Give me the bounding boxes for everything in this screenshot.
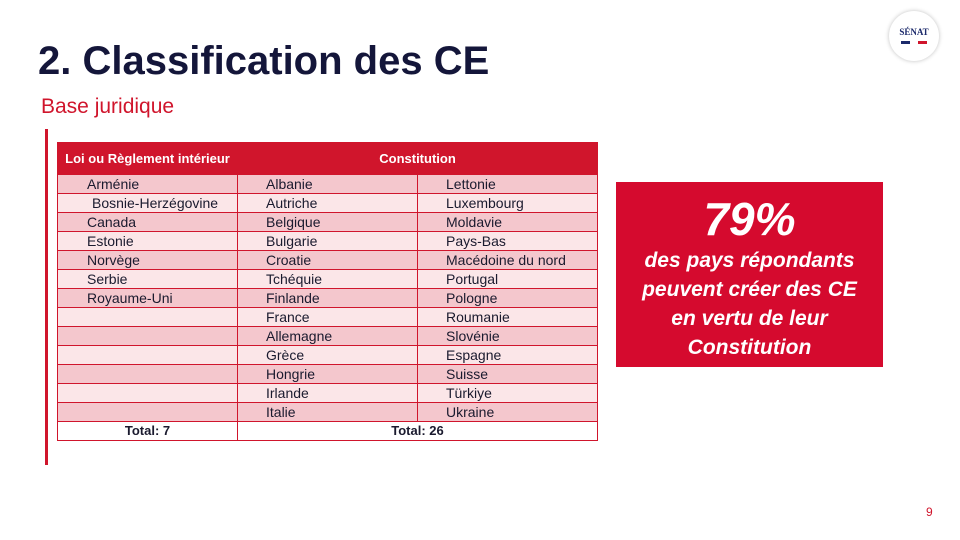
table-row: Irlande Türkiye (57, 383, 599, 403)
cell-constitution-country: Ukraine (416, 402, 599, 422)
stat-percent: 79% (703, 193, 796, 245)
table-body: Arménie Albanie Lettonie Bosnie-Herzégovine… (57, 174, 599, 422)
table-row: Estonie Bulgarie Pays-Bas (57, 231, 599, 251)
cell-law-country: Estonie (57, 231, 238, 251)
cell-constitution-country: Roumanie (416, 307, 599, 327)
cell-law-country (57, 326, 238, 346)
cell-law-country (57, 383, 238, 403)
cell-law-country: Royaume-Uni (57, 288, 238, 308)
cell-constitution-country: Moldavie (416, 212, 599, 232)
table-row: France Roumanie (57, 307, 599, 327)
tricolor-ribbon-icon (901, 41, 927, 44)
cell-constitution-country: France (237, 307, 418, 327)
slide-title: 2. Classification des CE (38, 39, 490, 83)
logo-text: SÉNAT (899, 27, 929, 37)
cell-law-country (57, 307, 238, 327)
stat-line-1: des pays répondants (644, 249, 855, 272)
cell-constitution-country: Allemagne (237, 326, 418, 346)
cell-constitution-country: Lettonie (416, 174, 599, 194)
accent-bar (45, 129, 48, 465)
stat-line-2: peuvent créer des CE (642, 278, 857, 301)
table-row: Serbie Tchéquie Portugal (57, 269, 599, 289)
cell-constitution-country: Espagne (416, 345, 599, 365)
table-row: Canada Belgique Moldavie (57, 212, 599, 232)
slide-subtitle: Base juridique (41, 95, 175, 118)
cell-constitution-country: Pologne (416, 288, 599, 308)
cell-constitution-country: Hongrie (237, 364, 418, 384)
table-row: Hongrie Suisse (57, 364, 599, 384)
cell-constitution-country: Suisse (416, 364, 599, 384)
cell-constitution-country: Autriche (237, 193, 418, 213)
cell-law-country: Bosnie-Herzégovine (57, 193, 238, 213)
stat-callout: 79% des pays répondants peuvent créer de… (616, 182, 883, 367)
cell-law-country: Serbie (57, 269, 238, 289)
classification-table: Loi ou Règlement intérieur Constitution … (57, 142, 599, 441)
stat-line-4: Constitution (687, 336, 812, 359)
table-row: Arménie Albanie Lettonie (57, 174, 599, 194)
total-law: Total: 7 (57, 421, 238, 441)
cell-law-country (57, 364, 238, 384)
cell-constitution-country: Tchéquie (237, 269, 418, 289)
senat-logo: SÉNAT (889, 11, 939, 61)
cell-constitution-country: Grèce (237, 345, 418, 365)
stat-line-3: en vertu de leur (671, 307, 828, 330)
stat-description: des pays répondants peuvent créer des CE… (616, 246, 883, 362)
cell-constitution-country: Belgique (237, 212, 418, 232)
total-row: Total: 7 Total: 26 (57, 421, 599, 441)
cell-constitution-country: Portugal (416, 269, 599, 289)
table-row: Norvège Croatie Macédoine du nord (57, 250, 599, 270)
cell-constitution-country: Türkiye (416, 383, 599, 403)
cell-law-country: Arménie (57, 174, 238, 194)
table-row: Grèce Espagne (57, 345, 599, 365)
header-law-or-rules: Loi ou Règlement intérieur (57, 142, 238, 175)
cell-constitution-country: Bulgarie (237, 231, 418, 251)
cell-constitution-country: Croatie (237, 250, 418, 270)
header-constitution: Constitution (236, 142, 599, 175)
table-row: Allemagne Slovénie (57, 326, 599, 346)
cell-constitution-country: Albanie (237, 174, 418, 194)
cell-constitution-country: Irlande (237, 383, 418, 403)
cell-constitution-country: Pays-Bas (416, 231, 599, 251)
cell-law-country (57, 345, 238, 365)
cell-law-country: Norvège (57, 250, 238, 270)
table-row: Royaume-Uni Finlande Pologne (57, 288, 599, 308)
cell-constitution-country: Macédoine du nord (416, 250, 599, 270)
table-row: Bosnie-Herzégovine Autriche Luxembourg (57, 193, 599, 213)
page-number: 9 (926, 505, 933, 519)
cell-constitution-country: Finlande (237, 288, 418, 308)
cell-constitution-country: Luxembourg (416, 193, 599, 213)
cell-constitution-country: Slovénie (416, 326, 599, 346)
table-row: Italie Ukraine (57, 402, 599, 422)
total-constitution: Total: 26 (236, 421, 599, 441)
cell-law-country: Canada (57, 212, 238, 232)
cell-constitution-country: Italie (237, 402, 418, 422)
cell-law-country (57, 402, 238, 422)
